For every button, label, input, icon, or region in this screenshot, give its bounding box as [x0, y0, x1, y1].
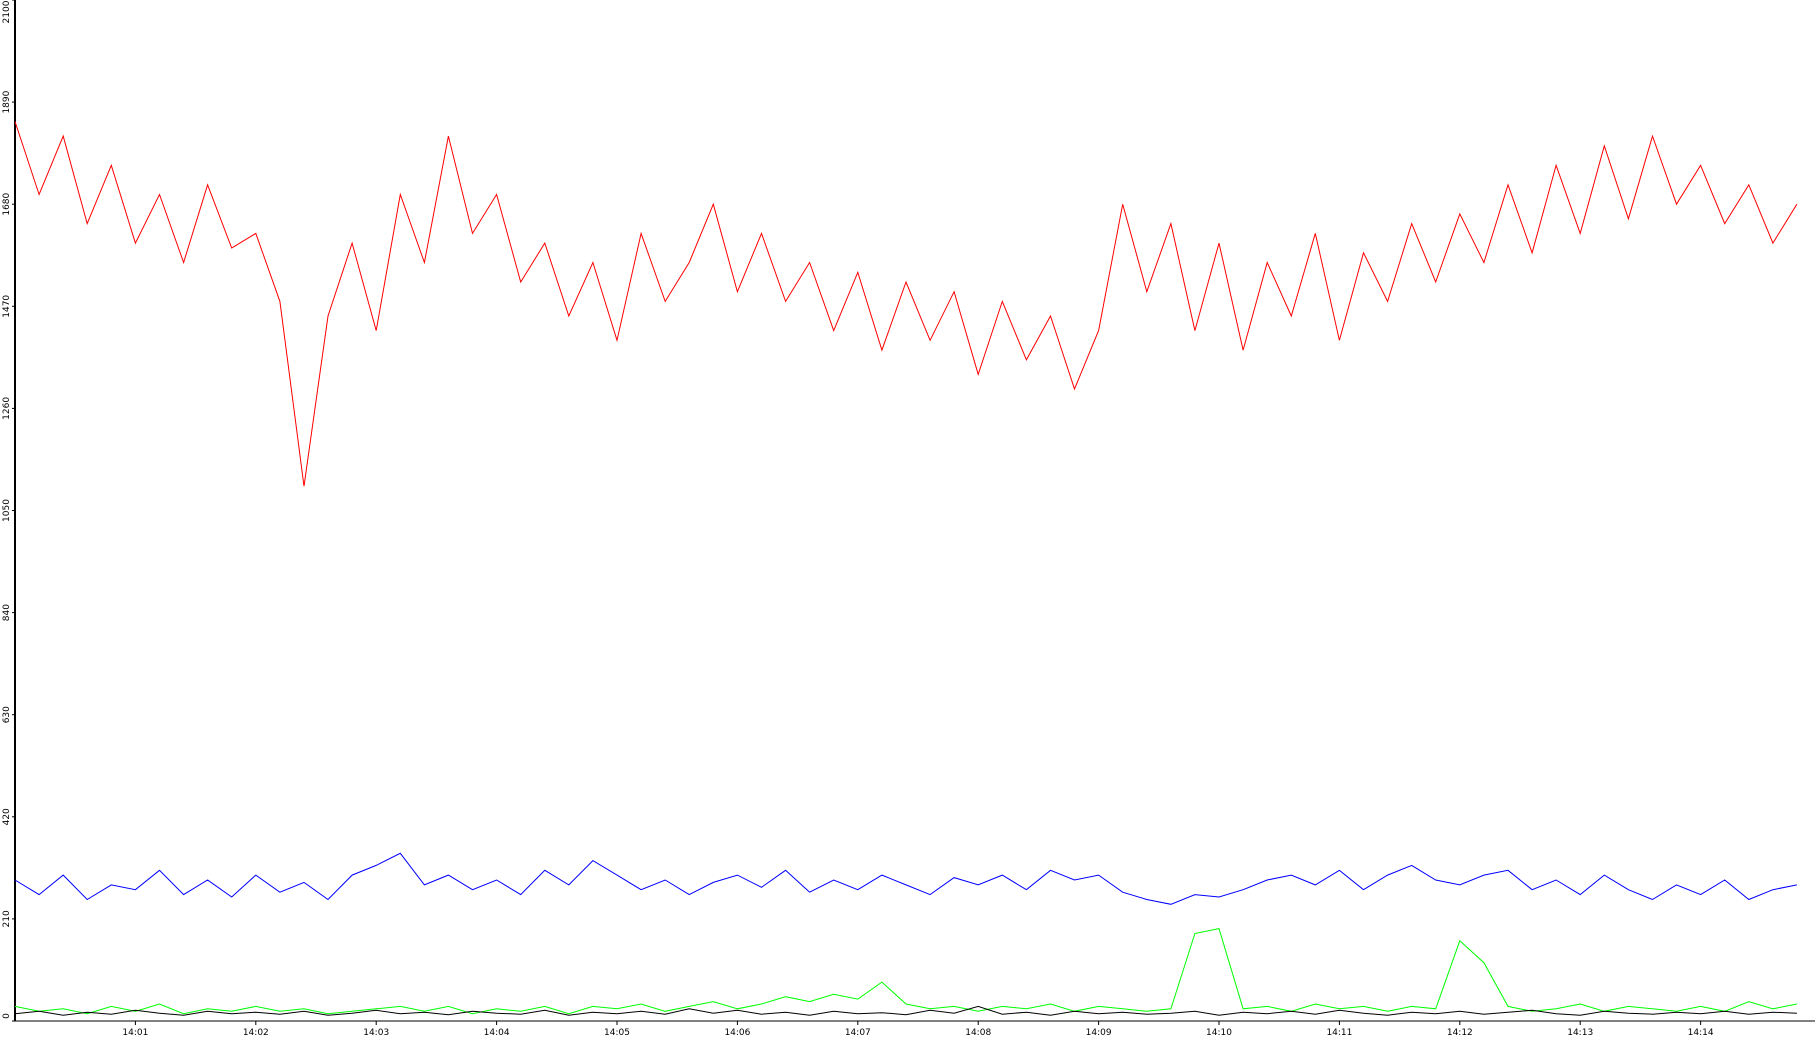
y-tick-label: 630	[2, 706, 12, 723]
x-tick-label: 14:12	[1447, 1028, 1473, 1038]
y-tick-label: 0	[2, 1013, 12, 1019]
y-tick-label: 210	[2, 910, 12, 927]
y-tick-label: 1260	[2, 397, 12, 420]
x-tick-label: 14:09	[1086, 1028, 1112, 1038]
series-line	[14, 928, 1797, 1015]
x-tick-label: 14:14	[1688, 1028, 1714, 1038]
y-tick-label: 1680	[2, 192, 12, 215]
x-tick-label: 14:10	[1206, 1028, 1232, 1038]
series-line	[14, 121, 1798, 487]
x-tick-label: 14:11	[1326, 1028, 1352, 1038]
y-tick-label: 1470	[2, 295, 12, 318]
y-tick-label: 1890	[2, 90, 12, 113]
x-tick-label: 14:08	[965, 1028, 991, 1038]
y-tick-label: 1050	[2, 499, 12, 522]
series-line	[14, 1005, 1797, 1016]
x-tick-label: 14:06	[724, 1028, 750, 1038]
x-tick-label: 14:07	[845, 1028, 871, 1038]
x-tick-label: 14:13	[1567, 1028, 1593, 1038]
x-tick-label: 14:05	[604, 1028, 630, 1038]
x-tick-label: 14:02	[243, 1028, 269, 1038]
y-tick-label: 420	[2, 808, 12, 825]
y-tick-label: 840	[2, 604, 12, 621]
x-tick-label: 14:04	[484, 1028, 510, 1038]
series-line	[14, 852, 1797, 905]
x-tick-label: 14:01	[122, 1028, 148, 1038]
y-tick-label: 2100	[2, 0, 12, 23]
x-tick-label: 14:03	[363, 1028, 389, 1038]
